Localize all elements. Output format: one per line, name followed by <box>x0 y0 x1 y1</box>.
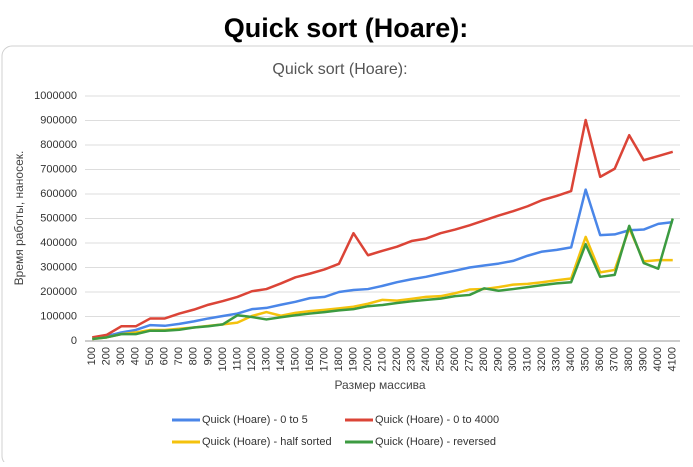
x-tick-label: 1000 <box>217 347 229 371</box>
x-tick-label: 1600 <box>304 347 316 371</box>
y-tick-label: 100000 <box>40 310 77 322</box>
x-tick-label: 3300 <box>551 347 563 371</box>
x-tick-label: 800 <box>188 347 200 365</box>
y-tick-label: 0 <box>71 335 77 347</box>
x-tick-label: 3600 <box>594 347 606 371</box>
x-tick-label: 1800 <box>333 347 345 371</box>
x-tick-label: 1200 <box>246 347 258 371</box>
y-axis-title: Время работы, наносек. <box>12 151 26 286</box>
y-tick-label: 500000 <box>40 212 77 224</box>
x-tick-label: 2700 <box>463 347 475 371</box>
x-tick-label: 2800 <box>478 347 490 371</box>
x-tick-label: 2400 <box>420 347 432 371</box>
y-tick-label: 1000000 <box>34 90 77 102</box>
x-tick-label: 2300 <box>405 347 417 371</box>
data-line <box>92 218 674 341</box>
x-tick-label: 3200 <box>536 347 548 371</box>
x-tick-label: 1400 <box>275 347 287 371</box>
y-tick-label: 700000 <box>40 163 77 175</box>
x-tick-label: 600 <box>159 347 171 365</box>
x-tick-label: 3800 <box>623 347 635 371</box>
x-tick-label: 1500 <box>289 347 301 371</box>
x-tick-label: 2500 <box>434 347 446 371</box>
chart-title: Quick sort (Hoare): <box>272 61 407 78</box>
x-tick-label: 1300 <box>260 347 272 371</box>
x-tick-label: 3900 <box>638 347 650 371</box>
data-line <box>92 188 673 340</box>
data-line <box>92 118 674 339</box>
legend-label: Quick (Hoare) - reversed <box>375 436 496 448</box>
x-tick-label: 900 <box>202 347 214 365</box>
page-heading: Quick sort (Hoare): <box>224 13 469 43</box>
y-tick-label: 300000 <box>40 261 77 273</box>
x-tick-label: 4000 <box>652 347 664 371</box>
x-tick-label: 4100 <box>667 347 679 371</box>
y-tick-label: 400000 <box>40 237 77 249</box>
x-tick-label: 200 <box>101 347 113 365</box>
x-tick-label: 500 <box>144 347 156 365</box>
x-tick-label: 1700 <box>318 347 330 371</box>
x-tick-label: 2200 <box>391 347 403 371</box>
legend-label: Quick (Hoare) - 0 to 5 <box>202 414 308 426</box>
x-tick-label: 3500 <box>580 347 592 371</box>
x-tick-label: 2600 <box>449 347 461 371</box>
x-tick-label: 3100 <box>522 347 534 371</box>
x-tick-label: 2000 <box>362 347 374 371</box>
legend-label: Quick (Hoare) - 0 to 4000 <box>375 414 499 426</box>
x-tick-label: 1900 <box>347 347 359 371</box>
x-tick-label: 3000 <box>507 347 519 371</box>
legend-label: Quick (Hoare) - half sorted <box>202 436 332 448</box>
y-tick-label: 800000 <box>40 139 77 151</box>
y-tick-label: 600000 <box>40 188 77 200</box>
x-axis-title: Размер массива <box>334 378 425 392</box>
x-tick-label: 2900 <box>493 347 505 371</box>
x-tick-label: 2100 <box>376 347 388 371</box>
x-tick-label: 1100 <box>231 347 243 371</box>
y-tick-label: 900000 <box>40 114 77 126</box>
x-tick-label: 3700 <box>609 347 621 371</box>
x-tick-label: 300 <box>115 347 127 365</box>
x-tick-label: 3400 <box>565 347 577 371</box>
y-tick-label: 200000 <box>40 286 77 298</box>
x-tick-label: 700 <box>173 347 185 365</box>
x-tick-label: 400 <box>130 347 142 365</box>
x-tick-label: 100 <box>86 347 98 365</box>
